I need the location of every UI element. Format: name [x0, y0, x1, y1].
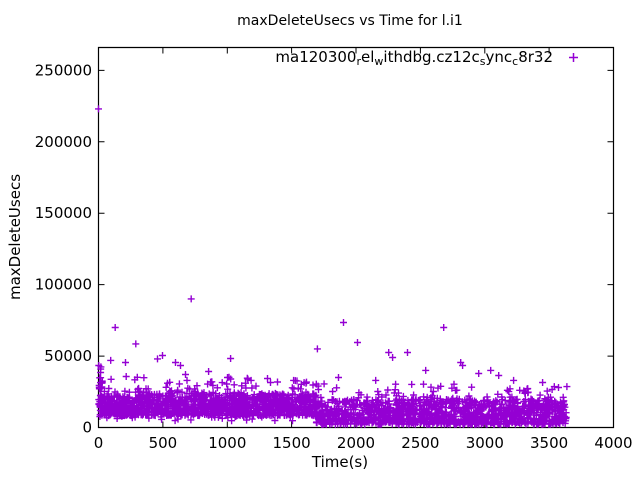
- x-tick-label-8: 4000: [594, 434, 632, 452]
- x-tick-label-3: 1500: [273, 434, 311, 452]
- x-tick-label-6: 3000: [466, 434, 504, 452]
- x-axis-label: Time(s): [311, 453, 368, 471]
- y-tick-label-0: 0: [82, 419, 92, 437]
- y-axis-label: maxDeleteUsecs: [6, 174, 24, 300]
- legend-label: ma120300relwithdbg.cz12csyncc8r32: [275, 48, 553, 68]
- legend-marker: [569, 53, 578, 62]
- plot-border: [97, 46, 615, 429]
- x-tick-label-1: 500: [149, 434, 178, 452]
- chart-title: maxDeleteUsecs vs Time for l.i1: [237, 13, 463, 29]
- data-points: [95, 105, 571, 428]
- y-tick-label-4: 200000: [35, 133, 92, 151]
- y-tick-label-5: 250000: [35, 61, 92, 79]
- y-tick-label-3: 150000: [35, 204, 92, 222]
- x-tick-label-5: 2500: [401, 434, 439, 452]
- y-tick-label-2: 100000: [35, 276, 92, 294]
- x-tick-label-2: 1000: [208, 434, 246, 452]
- x-tick-label-4: 2000: [337, 434, 375, 452]
- y-tick-label-1: 50000: [44, 347, 92, 365]
- x-tick-label-7: 3500: [530, 434, 568, 452]
- x-tick-label-0: 0: [94, 434, 104, 452]
